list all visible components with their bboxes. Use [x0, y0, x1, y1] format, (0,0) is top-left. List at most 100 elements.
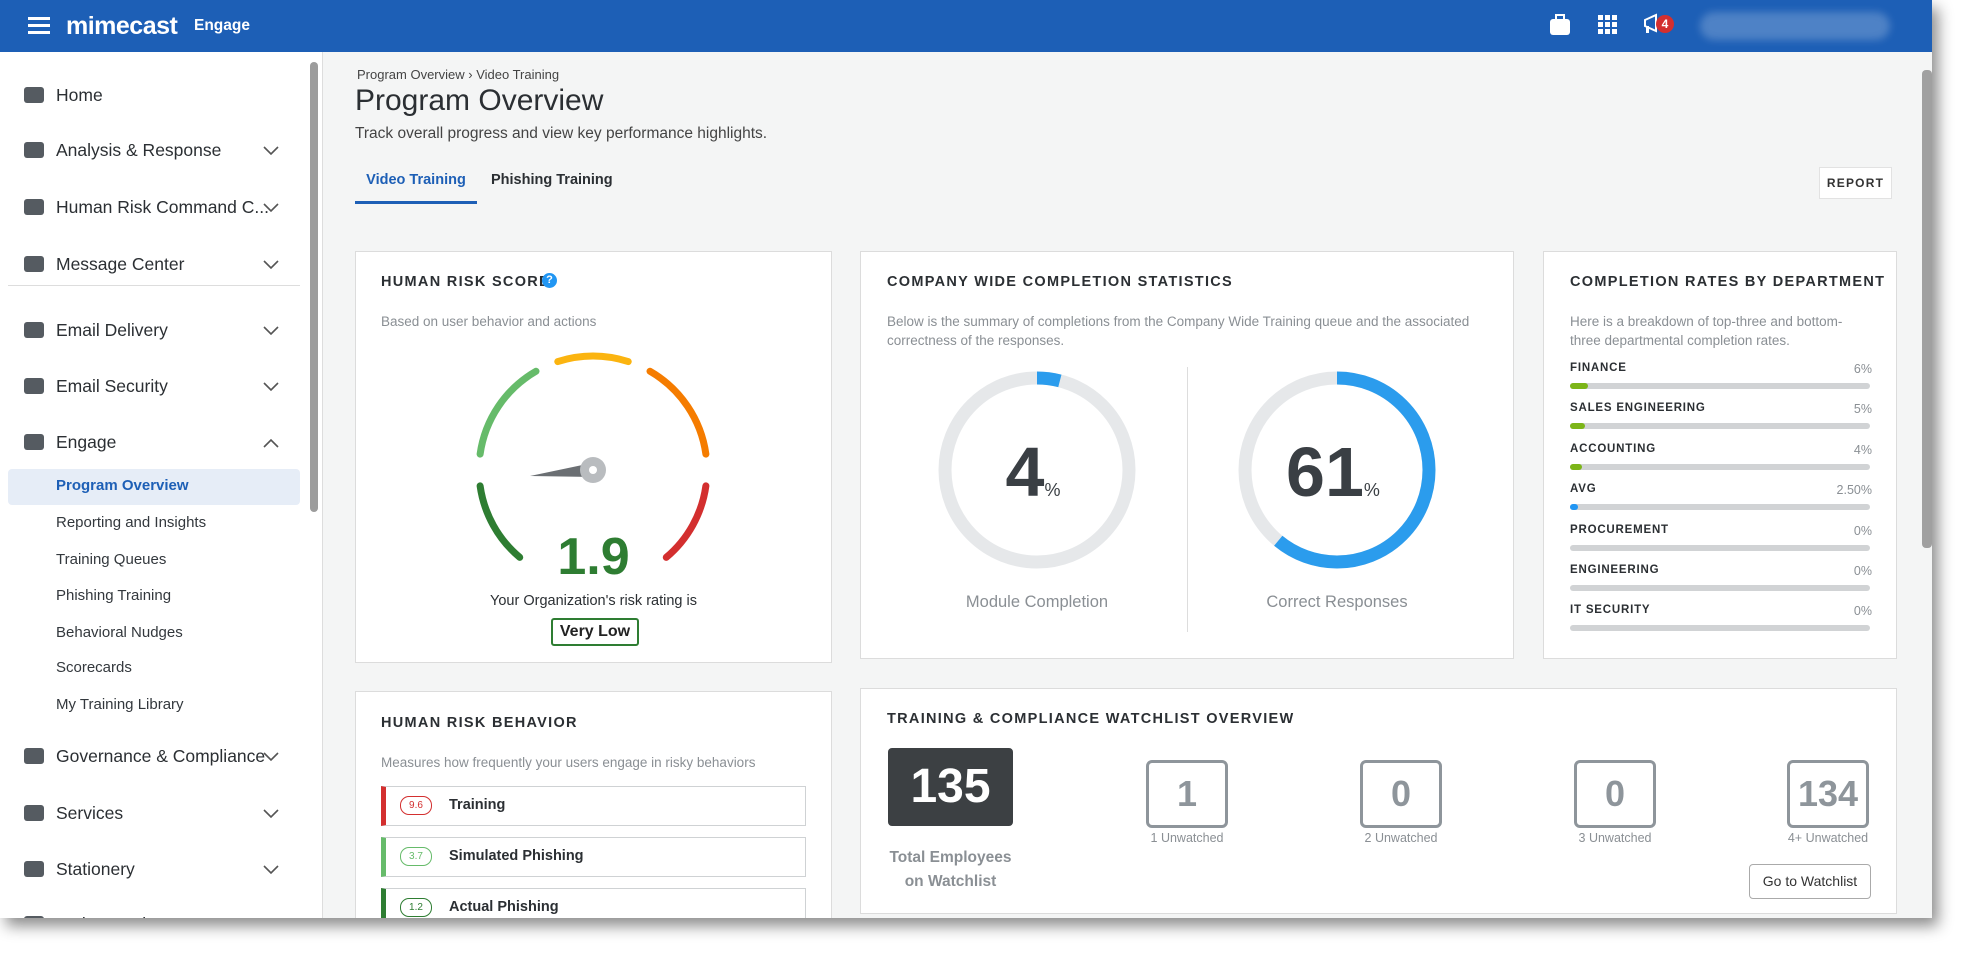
nav-highlight: [8, 469, 300, 505]
chevron: [263, 382, 279, 392]
department-name: ACCOUNTING: [1570, 442, 1656, 455]
top-bar: mimecast Engage 4: [0, 0, 1932, 52]
card-subtitle: Based on user behavior and actions: [381, 314, 597, 329]
behavior-label: Actual Phishing: [449, 899, 559, 915]
department-name: IT SECURITY: [1570, 604, 1651, 617]
nav-subitem[interactable]: Behavioral Nudges: [56, 624, 183, 641]
donut-label: Module Completion: [966, 593, 1108, 611]
department-name: FINANCE: [1570, 362, 1627, 374]
bar: [1570, 504, 1578, 511]
nav-subitem[interactable]: Phishing Training: [56, 587, 172, 604]
nav-icon: [24, 256, 44, 272]
behavior-row: 9.6 Training: [381, 786, 806, 826]
page-subtitle: Track overall progress and view key perf…: [355, 125, 768, 142]
card-title: TRAINING & COMPLIANCE WATCHLIST OVERVIEW: [887, 711, 1295, 727]
donut-number: 61: [1286, 433, 1364, 511]
sidebar-scrollbar: [310, 62, 318, 512]
user-area[interactable]: [1700, 12, 1890, 40]
nav-item[interactable]: Stationery: [56, 859, 135, 879]
gauge-hub-dot: [589, 466, 597, 474]
tab-active[interactable]: Video Training: [355, 172, 477, 204]
divider: [1187, 367, 1188, 632]
donut-label: Correct Responses: [1266, 593, 1407, 611]
human-risk-score-card: HUMAN RISK SCORE ? Based on user behavio…: [355, 251, 832, 663]
announcement-icon[interactable]: [1642, 12, 1668, 36]
nav-icon: [24, 322, 44, 338]
apps-icon[interactable]: [1597, 14, 1619, 36]
breadcrumb: Program Overview › Video Training: [357, 67, 560, 82]
department-name: PROCUREMENT: [1570, 523, 1669, 536]
bar-track: [1570, 383, 1870, 389]
bar-track: [1570, 463, 1870, 470]
help-icon[interactable]: ?: [542, 273, 557, 288]
card-title: HUMAN RISK BEHAVIOR: [381, 715, 578, 731]
chevron-path: [263, 203, 279, 213]
nav-subitem[interactable]: Reporting and Insights: [56, 514, 207, 531]
nav-icon: [24, 861, 44, 877]
nav-subitem[interactable]: Program Overview: [56, 477, 189, 494]
briefcase-icon[interactable]: [1548, 13, 1572, 37]
nav-item[interactable]: Email Delivery: [56, 320, 168, 340]
chevron: [263, 326, 279, 336]
nav-item[interactable]: Message Center: [56, 254, 185, 274]
donut-charts: 4% Module Completion 61% Correct Responses: [938, 371, 1436, 611]
total-label: Total Employees on Watchlist: [889, 849, 1012, 890]
chevron: [263, 260, 279, 270]
tab[interactable]: Phishing Training: [491, 172, 613, 188]
nav-item[interactable]: Engage: [56, 432, 117, 452]
nav-item[interactable]: Human Risk Command C...: [56, 197, 269, 217]
breadcrumb-item[interactable]: Program Overview: [357, 67, 465, 82]
watchlist-card: TRAINING & COMPLIANCE WATCHLIST OVERVIEW…: [860, 688, 1897, 914]
bucket-count: 134: [1787, 760, 1869, 828]
gauge-segment: [476, 482, 524, 561]
gauge-segment: [662, 482, 710, 561]
bucket-count: 0: [1360, 760, 1442, 828]
card-title: COMPANY WIDE COMPLETION STATISTICS: [887, 274, 1234, 290]
nav-item[interactable]: Home: [56, 85, 103, 105]
watchlist-button[interactable]: Go to Watchlist: [1749, 864, 1871, 899]
nav-subitem[interactable]: My Training Library: [56, 696, 184, 713]
nav-item[interactable]: Governance & Compliance: [56, 746, 266, 766]
donut-arc: [1238, 371, 1436, 569]
nav-item[interactable]: Services: [56, 803, 124, 823]
chevron-path: [263, 326, 279, 336]
card-title: HUMAN RISK SCORE: [381, 274, 551, 290]
gauge-segment: [554, 352, 632, 366]
nav-subitem[interactable]: Scorecards: [56, 659, 132, 676]
gauge-segment: [476, 367, 540, 458]
nav-icon: [24, 87, 44, 103]
chevron: [263, 752, 279, 762]
menu-icon[interactable]: [28, 15, 52, 37]
chevron: [263, 146, 279, 156]
bar: [1570, 463, 1582, 470]
completion-statistics-card: COMPANY WIDE COMPLETION STATISTICS Below…: [860, 251, 1514, 659]
department-rate: 5%: [1853, 402, 1872, 417]
divider: [8, 285, 300, 286]
total-count: 135: [888, 748, 1013, 826]
behavior-score: 9.6: [400, 796, 432, 815]
chevron-path: [263, 438, 279, 448]
gauge-needle: [530, 463, 594, 477]
nav-item[interactable]: Email Security: [56, 376, 168, 396]
bucket-label: 1 Unwatched: [1150, 831, 1224, 845]
nav-item[interactable]: Analysis & Response: [56, 140, 222, 160]
nav-icon: [24, 378, 44, 394]
department-name: SALES ENGINEERING: [1570, 402, 1706, 415]
nav-subitem[interactable]: Training Queues: [56, 551, 167, 568]
bucket-count: 0: [1574, 760, 1656, 828]
chevron: [263, 809, 279, 819]
gauge-segment: [646, 367, 710, 458]
nav-item[interactable]: Web Security: [56, 914, 160, 918]
app-window: mimecast Engage 4 Home Analysis & Respons…: [0, 0, 1932, 918]
chevron: [263, 203, 279, 213]
nav-icon: [24, 142, 44, 158]
main-scrollbar: [1922, 70, 1932, 548]
chevron-path: [263, 146, 279, 156]
department-rate: 0%: [1853, 523, 1872, 538]
product-name: Engage: [194, 17, 250, 34]
donut-value: 61%: [1286, 433, 1380, 511]
nav-icon: [24, 805, 44, 821]
behavior-label: Simulated Phishing: [449, 848, 584, 864]
report-button[interactable]: REPORT: [1819, 167, 1892, 199]
